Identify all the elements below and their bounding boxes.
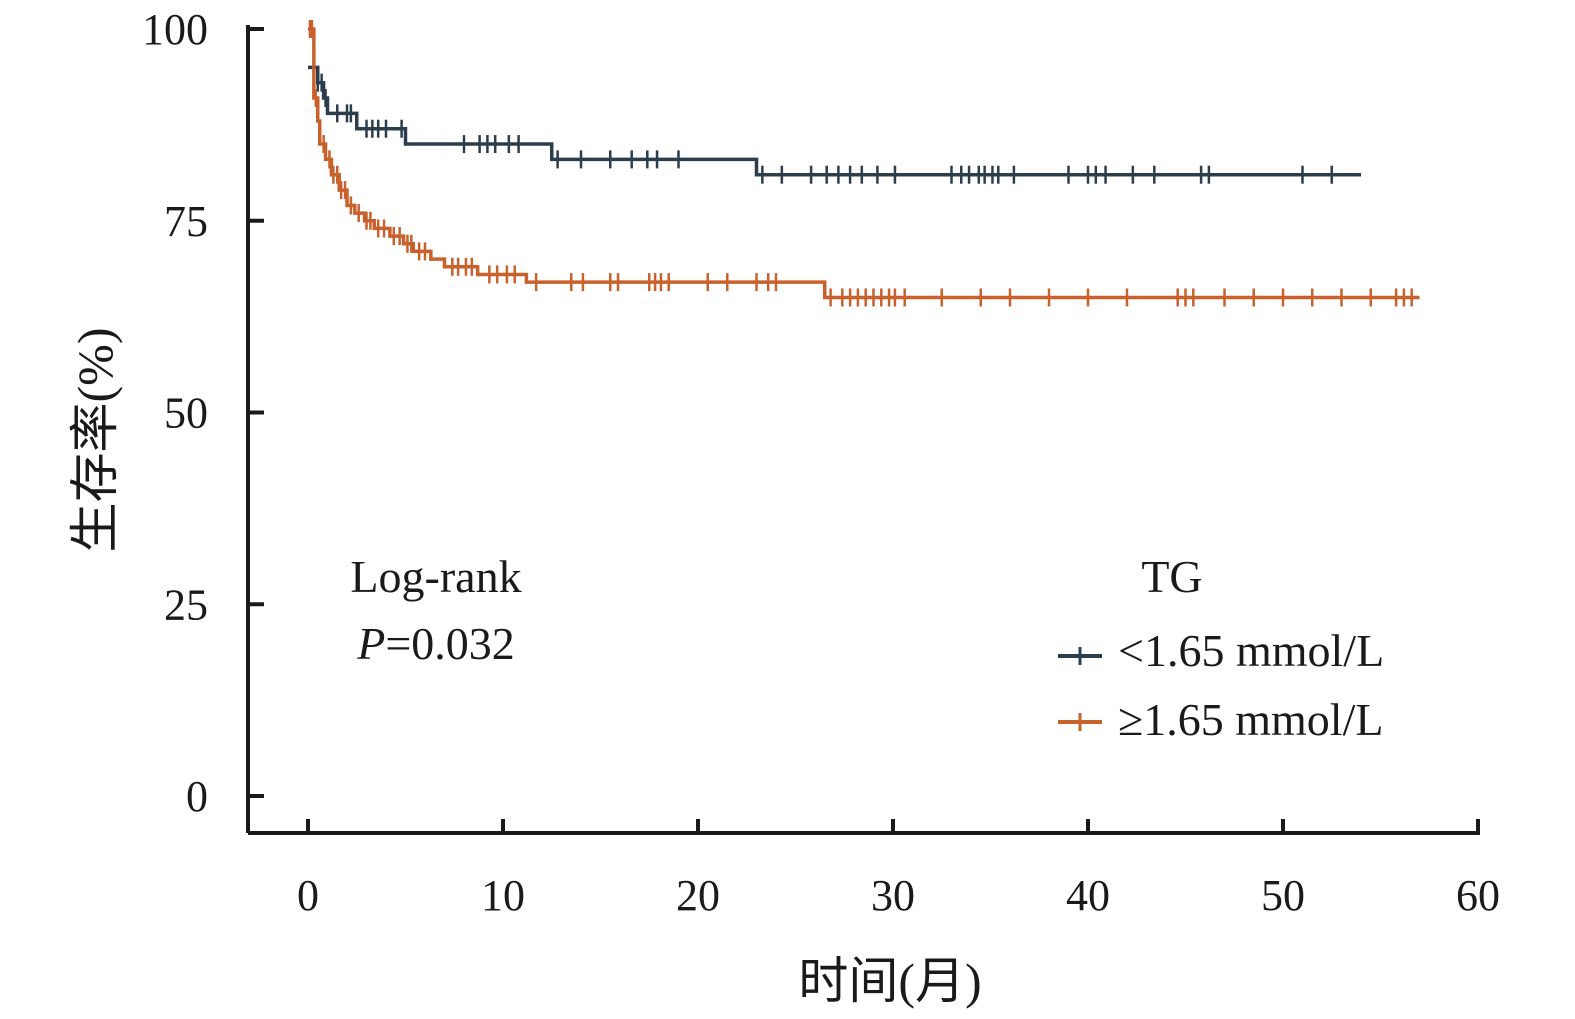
x-axis-title: 时间(月) (798, 953, 981, 1009)
x-tick-label: 30 (871, 871, 915, 920)
y-tick-label: 100 (142, 5, 208, 54)
x-tick-label: 50 (1261, 871, 1305, 920)
y-tick-label: 75 (164, 197, 208, 246)
survival-curve-high (308, 27, 1420, 300)
legend: TG <1.65 mmol/L ≥1.65 mmol/L (1058, 551, 1384, 745)
series-low (308, 58, 1361, 184)
x-tick-label: 20 (676, 871, 720, 920)
x-tick-label: 40 (1066, 871, 1110, 920)
log-rank-label: Log-rank (350, 551, 521, 602)
survival-curve-low (308, 65, 1361, 177)
series-high (308, 20, 1420, 307)
x-tick-label: 60 (1456, 871, 1500, 920)
y-axis-title: 生存率(%) (67, 328, 123, 553)
y-tick-label: 25 (164, 580, 208, 629)
p-value: =0.032 (385, 618, 514, 669)
legend-label-high: ≥1.65 mmol/L (1118, 694, 1383, 745)
legend-entry-low: <1.65 mmol/L (1058, 625, 1384, 676)
p-value-label: P=0.032 (356, 618, 515, 669)
x-axis-ticks: 0 10 20 30 40 50 60 (297, 819, 1500, 920)
x-tick-label: 10 (481, 871, 525, 920)
y-tick-label: 0 (186, 772, 208, 821)
survival-curves (308, 20, 1420, 307)
legend-title: TG (1141, 551, 1202, 602)
y-tick-label: 50 (164, 389, 208, 438)
x-tick-label: 0 (297, 871, 319, 920)
y-axis-ticks: 0 25 50 75 100 (142, 5, 264, 821)
legend-entry-high: ≥1.65 mmol/L (1058, 694, 1383, 745)
legend-label-low: <1.65 mmol/L (1118, 625, 1384, 676)
p-symbol: P (356, 618, 385, 669)
axes (246, 25, 1480, 835)
